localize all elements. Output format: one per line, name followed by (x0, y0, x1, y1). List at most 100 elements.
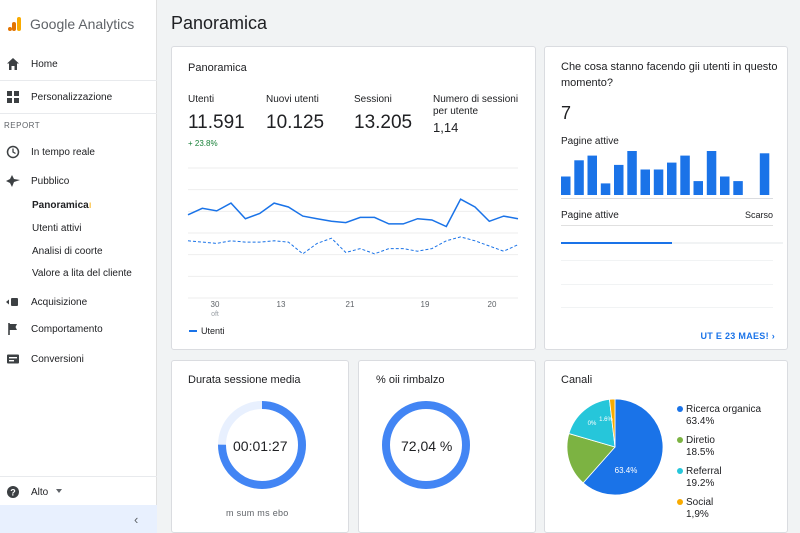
sidebar-item-customization[interactable]: Personalizzazione (0, 82, 157, 112)
legend-dot (677, 468, 683, 474)
metric-value: 1,14 (433, 120, 459, 135)
active-pages-list-label: Pagine attive (561, 210, 619, 221)
bounce-rate-value: 72,04 % (401, 438, 453, 454)
metric-users[interactable]: Utenti 11.591 + 23.8% (188, 94, 245, 148)
chevron-down-icon (56, 489, 62, 493)
app-name: Google Analytics (30, 16, 135, 32)
sidebar-collapse-bar: ‹ (0, 505, 157, 533)
realtime-report-link[interactable]: UT E 23 MAES! › (700, 331, 775, 341)
progress-fill (561, 242, 672, 244)
metric-value: 13.205 (354, 112, 413, 133)
sidebar-item-help[interactable]: ? Alto (0, 477, 157, 507)
sidebar-item-home[interactable]: Home (0, 49, 157, 79)
metric-sessions[interactable]: Sessioni 13.205 (354, 94, 412, 134)
sidebar-subitem-active-users[interactable]: Utenti attivi (32, 223, 82, 234)
brand[interactable]: Google Analytics (8, 16, 134, 32)
realtime-bar (600, 183, 611, 195)
chart-legend[interactable]: Utenti (189, 326, 225, 336)
bounce-rate-card: % oii rimbalzo 72,04 % (358, 360, 536, 533)
clock-icon (6, 145, 20, 159)
acquisition-icon (6, 298, 18, 306)
realtime-bar (759, 153, 770, 195)
realtime-title: Che cosa stanno facendo gii utenti in qu… (561, 61, 778, 89)
pie-slice (609, 398, 616, 448)
legend-swatch (189, 330, 197, 332)
progress-track (561, 242, 783, 244)
sidebar-item-realtime[interactable]: In tempo reale (0, 137, 157, 167)
x-tick-label: 21 (346, 300, 355, 309)
sidebar-subitem-overview[interactable]: Panoramicaı (32, 200, 91, 211)
sidebar: Google Analytics Home Personalizzazione … (0, 0, 157, 533)
users-line-chart[interactable]: 30 oft 13 21 19 20 (172, 162, 535, 322)
legend-item-organic[interactable]: Ricerca organica 63.4% (677, 404, 761, 428)
realtime-bar (614, 164, 624, 195)
divider (0, 113, 157, 114)
active-pages-right-label: Scarso (744, 210, 773, 220)
x-tick-sublabel: oft (211, 311, 219, 318)
legend-dot (677, 499, 683, 505)
sidebar-item-label: Alto (31, 486, 49, 498)
sidebar-item-audience[interactable]: Pubblico (0, 166, 157, 196)
audience-icon (6, 175, 20, 187)
overview-card: Panoramica Utenti 11.591 + 23.8% Nuovi u… (171, 46, 536, 350)
session-caption: m sum ms ebo (226, 508, 289, 518)
series-line-comparison (187, 236, 519, 255)
metric-new-users[interactable]: Nuovi utenti 10.125 (266, 94, 324, 134)
x-tick-label: 30 (211, 300, 220, 309)
realtime-bar (561, 176, 571, 195)
legend-name: Diretio (686, 435, 715, 446)
x-tick-label: 20 (488, 300, 497, 309)
active-marker: ı (88, 200, 92, 211)
section-label-report: REPORT (4, 121, 41, 130)
legend-item-referral[interactable]: Referral 19.2% (677, 466, 722, 490)
legend-item-social[interactable]: Social 1,9% (677, 497, 713, 521)
x-tick-label: 13 (277, 300, 286, 309)
legend-item-direct[interactable]: Diretio 18.5% (677, 435, 715, 459)
session-donut[interactable] (216, 399, 308, 491)
x-tick-label: 19 (421, 300, 430, 309)
sidebar-item-label: Pubblico (31, 175, 70, 187)
pie-slice (568, 398, 616, 448)
sidebar-item-behavior[interactable]: Comportamento (0, 314, 157, 344)
sidebar-item-label: Home (31, 58, 58, 70)
sidebar-item-label: In tempo reale (31, 146, 95, 158)
metric-delta: + 23.8% (188, 139, 218, 148)
bounce-donut[interactable] (380, 399, 472, 491)
sidebar-subitem-cohort[interactable]: Analisi di coorte (32, 246, 103, 257)
sidebar-item-conversions[interactable]: Conversioni (0, 344, 157, 374)
metric-label: Sessioni (354, 94, 392, 105)
sidebar-subitem-lifetime-value[interactable]: Valore a lita del cliente (32, 268, 132, 279)
channels-pie-chart[interactable]: 63.4% 0%1.6% (565, 397, 665, 497)
pie-label-tiny: 1.6% (599, 417, 613, 423)
collapse-sidebar-button[interactable]: ‹ (134, 512, 139, 527)
sidebar-item-label: Personalizzazione (31, 91, 113, 103)
realtime-active-count: 7 (561, 103, 572, 123)
metric-sessions-per-user[interactable]: Numero di sessioni per utente 1,14 (433, 94, 528, 135)
divider (561, 198, 773, 199)
realtime-bar (667, 162, 677, 195)
divider (561, 284, 773, 285)
analytics-logo-icon (8, 17, 21, 31)
metric-label: Numero di sessioni per utente (433, 94, 519, 117)
pie-label-small: 0% (588, 421, 597, 427)
pie-slice (582, 398, 664, 496)
sidebar-item-acquisition[interactable]: Acquisizione (0, 287, 157, 317)
sidebar-subitem-label: Panoramica (32, 200, 89, 211)
divider (0, 476, 157, 477)
divider (561, 260, 773, 261)
realtime-bar-chart[interactable] (561, 151, 773, 197)
realtime-bar (574, 160, 584, 195)
metric-label: Nuovi utenti (266, 94, 319, 105)
legend-name: Social (686, 497, 714, 508)
realtime-bar (733, 181, 743, 195)
realtime-bar (627, 151, 637, 195)
legend-name: Referral (686, 466, 722, 477)
realtime-card: Che cosa stanno facendo gii utenti in qu… (544, 46, 788, 350)
realtime-bar (706, 151, 717, 195)
series-line-users (187, 198, 519, 228)
divider (0, 80, 157, 81)
legend-value: 18.5% (686, 447, 715, 458)
session-duration-card: Durata sessione media 00:01:27 m sum ms … (171, 360, 349, 533)
conversions-icon (7, 354, 19, 364)
donut-fill (382, 401, 470, 489)
